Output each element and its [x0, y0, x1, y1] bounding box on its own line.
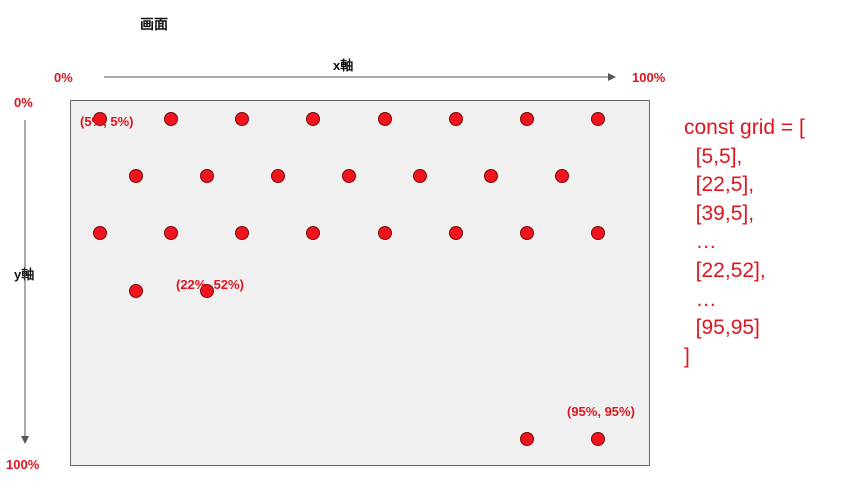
grid-point [448, 112, 463, 127]
code-line: [22,5], [684, 173, 755, 197]
grid-point [164, 226, 179, 241]
grid-point [519, 432, 534, 447]
code-line: … [684, 230, 717, 254]
grid-point [519, 226, 534, 241]
grid-point [235, 112, 250, 127]
x-axis-end-label: 100% [632, 70, 666, 85]
grid-point [199, 283, 214, 298]
x-axis-start-label: 0% [54, 70, 73, 85]
screen-area [70, 100, 650, 466]
code-line: [39,5], [684, 201, 755, 225]
code-line: const grid = [ [684, 116, 805, 139]
grid-point [306, 226, 321, 241]
grid-point [93, 226, 107, 241]
code-line: … [684, 287, 717, 311]
code-line: ] [684, 344, 690, 368]
annotation-middle-point: (22%, 52%) [176, 277, 244, 292]
y-axis-end-label: 100% [6, 457, 40, 472]
annotation-last-point: (95%, 95%) [567, 404, 635, 419]
grid-point [591, 112, 606, 127]
code-line: [95,95] [684, 316, 760, 340]
grid-point [199, 169, 214, 184]
code-line: [22,52], [684, 258, 766, 282]
grid-point [448, 226, 463, 241]
y-axis-arrow [21, 120, 29, 444]
y-axis-start-label: 0% [14, 95, 33, 110]
grid-code-snippet: const grid = [ [5,5], [22,5], [39,5], … … [684, 114, 805, 371]
grid-point [164, 112, 179, 127]
y-axis-label: y軸 [14, 267, 35, 282]
page-title: 画面 [140, 16, 168, 32]
grid-point [377, 112, 392, 127]
grid-point [93, 112, 107, 127]
grid-point [555, 169, 570, 184]
grid-point [591, 226, 606, 241]
x-axis-label: x軸 [333, 58, 354, 73]
grid-point [519, 112, 534, 127]
grid-point [128, 283, 143, 298]
x-axis-arrow [104, 73, 616, 81]
annotation-first-point: (5%, 5%) [80, 114, 134, 129]
grid-point [306, 112, 321, 127]
grid-point [235, 226, 250, 241]
grid-point [271, 169, 286, 184]
grid-point [591, 432, 606, 447]
code-line: [5,5], [684, 144, 743, 168]
grid-point [128, 169, 143, 184]
grid-point [341, 169, 356, 184]
grid-point [377, 226, 392, 241]
grid-point [483, 169, 498, 184]
grid-point [413, 169, 428, 184]
